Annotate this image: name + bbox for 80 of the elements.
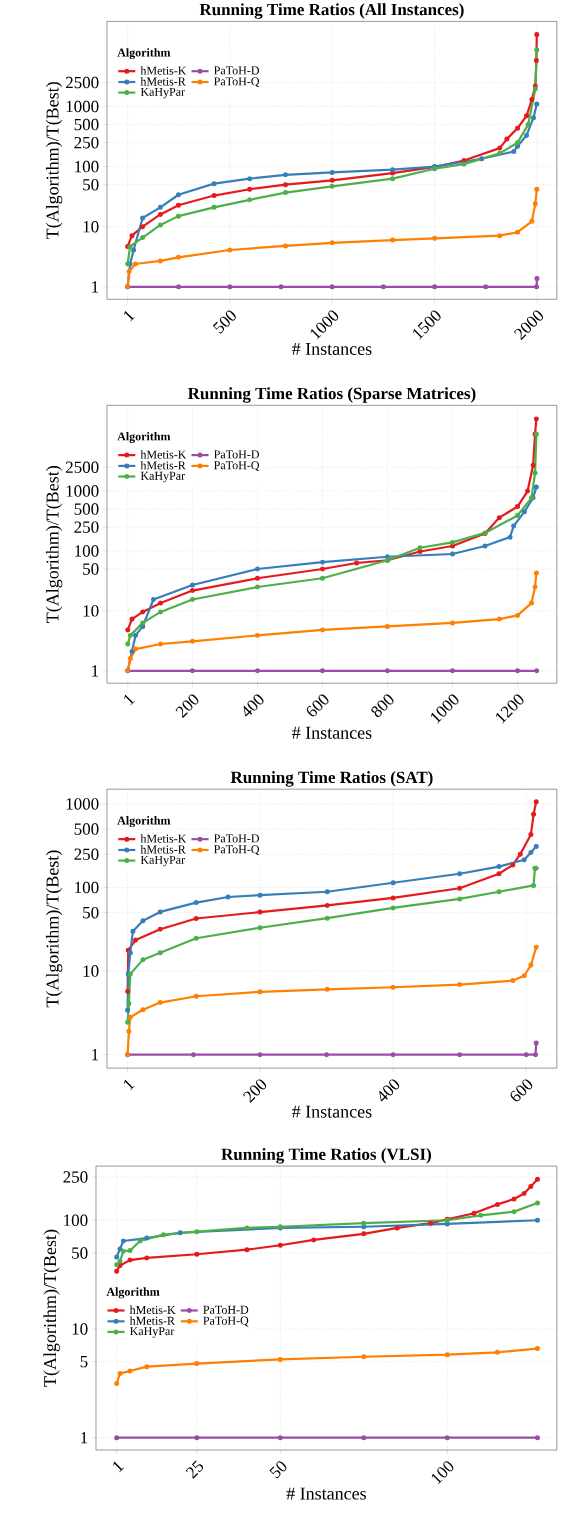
y-axis-title: T(Algorithm)/T(Best) xyxy=(46,850,63,1008)
y-tick-label: 50 xyxy=(83,178,99,191)
x-tick-label: 200 xyxy=(175,694,199,718)
y-tick-label: 250 xyxy=(74,521,99,533)
y-tick-label: 1 xyxy=(92,1049,99,1061)
legend-label: KaHyPar xyxy=(140,471,186,483)
x-axis-title: # Instances xyxy=(286,1487,367,1500)
y-tick-label: 10 xyxy=(83,965,99,977)
y-tick-label: 100 xyxy=(75,881,99,894)
legend-title: Algorithm xyxy=(117,432,171,444)
y-tick-label: 10 xyxy=(72,1323,88,1335)
x-tick-label: 400 xyxy=(379,1079,400,1102)
x-tick-label: 100 xyxy=(431,1461,454,1485)
x-tick-label: 800 xyxy=(371,694,394,717)
x-tick-label: 200 xyxy=(243,1079,267,1103)
legend-label: hMetis-R xyxy=(140,845,186,854)
x-tick-label: 1 xyxy=(124,694,136,706)
legend-label: PaToH-Q xyxy=(214,845,260,856)
x-tick-label: 1 xyxy=(113,1461,124,1473)
legend-label: PaToH-D xyxy=(214,450,260,459)
y-tick-label: 1 xyxy=(81,1432,88,1444)
legend-title: Algorithm xyxy=(117,48,171,60)
y-tick-label: 1000 xyxy=(66,798,99,810)
y-tick-label: 50 xyxy=(83,563,99,575)
legend-title: Algorithm xyxy=(106,1287,160,1299)
y-tick-label: 1000 xyxy=(66,485,99,497)
x-tick-label: 1 xyxy=(124,310,135,322)
x-tick-label: 400 xyxy=(243,694,264,717)
x-tick-label: 600 xyxy=(510,1079,533,1102)
x-tick-label: 50 xyxy=(269,1461,287,1479)
legend-label: PaToH-Q xyxy=(203,1316,249,1327)
y-tick-label: 500 xyxy=(74,503,99,515)
y-tick-label: 1000 xyxy=(66,100,99,113)
x-tick-label: 1 xyxy=(124,1079,135,1091)
y-tick-label: 500 xyxy=(74,823,99,835)
y-axis-title: T(Algorithm)/T(Best) xyxy=(46,82,63,239)
legend-label: hMetis-K xyxy=(129,1305,176,1315)
legend-label: hMetis-K xyxy=(140,66,187,75)
legend-label: hMetis-R xyxy=(129,1316,176,1325)
y-tick-label: 500 xyxy=(74,118,99,131)
y-tick-label: 100 xyxy=(75,545,99,557)
chart-title: Running Time Ratios (SAT) xyxy=(230,771,433,787)
legend-title: Algorithm xyxy=(117,816,171,828)
legend-label: PaToH-D xyxy=(214,834,260,843)
y-tick-label: 100 xyxy=(75,160,99,173)
y-tick-label: 1 xyxy=(92,665,99,677)
y-tick-label: 250 xyxy=(74,136,99,149)
x-axis-title: # Instances xyxy=(292,726,372,739)
y-tick-label: 2500 xyxy=(66,461,99,473)
chart-title: Running Time Ratios (VLSI) xyxy=(221,1148,432,1164)
legend-label: KaHyPar xyxy=(140,855,186,867)
y-tick-label: 100 xyxy=(64,1214,88,1226)
y-tick-label: 1 xyxy=(92,281,99,293)
y-tick-label: 10 xyxy=(83,220,99,233)
legend-label: hMetis-K xyxy=(140,450,187,459)
legend-label: PaToH-D xyxy=(203,1305,249,1314)
y-tick-label: 2500 xyxy=(66,76,99,89)
x-axis-title: # Instances xyxy=(292,342,372,355)
y-tick-label: 10 xyxy=(83,605,99,617)
legend-label: KaHyPar xyxy=(140,87,186,99)
y-tick-label: 250 xyxy=(63,1171,88,1183)
y-tick-label: 250 xyxy=(74,848,99,860)
legend-label: hMetis-R xyxy=(140,77,186,86)
chart-title: Running Time Ratios (All Instances) xyxy=(199,3,464,19)
legend-label: PaToH-Q xyxy=(214,77,260,88)
legend-label: hMetis-K xyxy=(140,834,187,843)
legend-label: hMetis-R xyxy=(140,461,186,470)
y-axis-title: T(Algorithm)/T(Best) xyxy=(43,1229,60,1387)
legend-label: KaHyPar xyxy=(130,1327,175,1338)
y-tick-label: 5 xyxy=(80,1356,88,1368)
legend-label: PaToH-D xyxy=(214,66,260,75)
x-axis-title: # Instances xyxy=(292,1105,372,1118)
y-tick-label: 50 xyxy=(72,1247,88,1259)
legend-label: PaToH-Q xyxy=(214,461,260,472)
y-tick-label: 50 xyxy=(83,906,99,919)
x-tick-label: 500 xyxy=(212,310,236,334)
chart-title: Running Time Ratios (Sparse Matrices) xyxy=(187,387,476,403)
x-tick-label: 600 xyxy=(306,694,329,717)
x-tick-label: 25 xyxy=(185,1460,204,1479)
y-axis-title: T(Algorithm)/T(Best) xyxy=(46,466,63,623)
